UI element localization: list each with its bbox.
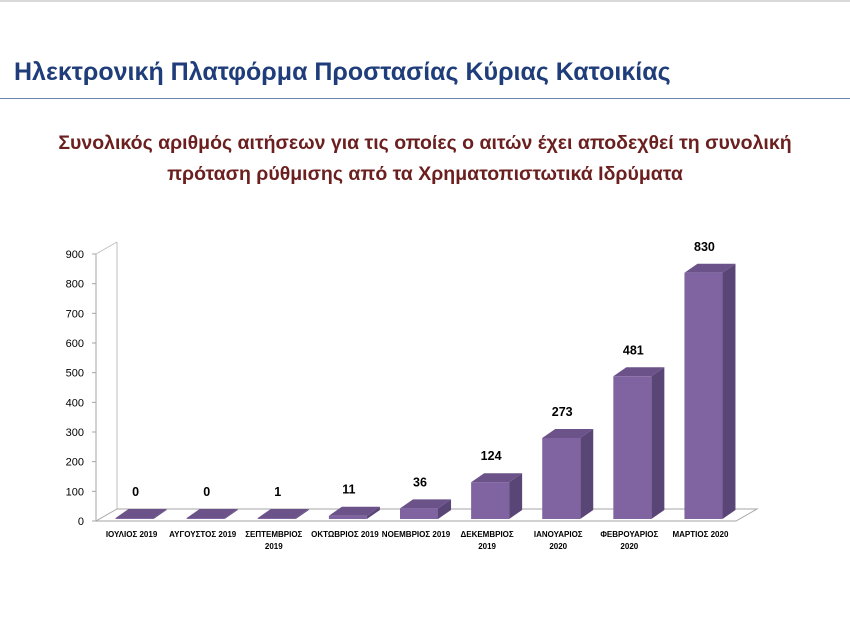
x-tick-label: ΙΑΝΟΥΑΡΙΟΣ	[534, 530, 583, 539]
bar-side	[366, 506, 380, 519]
y-tick-label: 400	[66, 397, 84, 409]
bar	[684, 272, 723, 519]
bar	[471, 482, 510, 519]
bar	[542, 438, 581, 519]
bar-top	[542, 429, 594, 439]
bar-top	[400, 499, 452, 509]
x-tick-label: 2020	[549, 542, 567, 551]
chart-title-line-2: πρόταση ρύθμισης από τα Χρηματοπιστωτικά…	[167, 163, 683, 185]
bar-side	[224, 509, 238, 519]
bar-top	[613, 367, 665, 377]
chart-title: Συνολικός αριθμός αιτήσεων για τις οποίε…	[0, 128, 850, 190]
x-tick-label: ΣΕΠΤΕΜΒΡΙΟΣ	[245, 530, 302, 539]
bar-top	[328, 506, 380, 516]
y-axis-top-edge	[95, 241, 118, 255]
bar-top	[684, 263, 736, 273]
data-label: 36	[413, 475, 427, 489]
bar-side	[580, 429, 594, 519]
y-tick-label: 0	[78, 516, 84, 528]
x-tick-label: ΔΕΚΕΜΒΡΙΟΣ	[460, 530, 513, 539]
top-border	[0, 0, 850, 2]
y-tick-label: 100	[66, 486, 84, 498]
title-divider	[0, 98, 850, 99]
data-label: 830	[694, 240, 715, 254]
x-tick-label: ΙΟΥΛΙΟΣ 2019	[106, 530, 158, 539]
bar-side	[295, 509, 309, 519]
bar-side	[722, 263, 736, 519]
x-tick-label: 2020	[620, 542, 638, 551]
chart-title-line-1: Συνολικός αριθμός αιτήσεων για τις οποίε…	[58, 132, 792, 154]
y-tick-label: 300	[66, 427, 84, 439]
bar-top	[115, 509, 167, 518]
y-tick-label: 800	[66, 279, 84, 291]
bar-top	[257, 509, 309, 518]
bar-top	[471, 473, 523, 483]
data-label: 11	[342, 483, 355, 497]
x-tick-label: ΦΕΒΡΟΥΑΡΙΟΣ	[600, 530, 658, 539]
bar-side	[438, 499, 452, 519]
y-tick-label: 700	[66, 308, 84, 320]
x-tick-label: 2019	[478, 542, 496, 551]
data-label: 0	[203, 485, 210, 499]
data-label: 273	[552, 405, 573, 419]
bar-side	[509, 473, 523, 519]
bar-side	[153, 509, 167, 519]
x-tick-label: ΝΟΕΜΒΡΙΟΣ 2019	[382, 530, 451, 539]
data-label: 481	[623, 343, 644, 357]
bar	[328, 515, 367, 519]
y-tick-label: 500	[66, 368, 84, 380]
x-tick-label: 2019	[265, 542, 283, 551]
bar	[257, 518, 296, 519]
bar	[186, 518, 225, 519]
bar-side	[651, 367, 665, 519]
data-label: 0	[132, 485, 139, 499]
bar	[400, 508, 438, 519]
bar-top	[186, 509, 238, 518]
data-label: 124	[481, 449, 502, 463]
y-tick-label: 200	[66, 457, 84, 469]
x-tick-label: ΟΚΤΩΒΡΙΟΣ 2019	[311, 530, 379, 539]
data-label: 1	[274, 485, 281, 499]
y-tick-label: 900	[66, 249, 84, 261]
x-tick-label: ΑΥΓΟΥΣΤΟΣ 2019	[169, 530, 237, 539]
bar	[613, 376, 652, 519]
x-tick-label: ΜΑΡΤΙΟΣ 2020	[672, 530, 728, 539]
bar	[115, 518, 154, 519]
y-tick-label: 600	[66, 338, 84, 350]
page-title: Ηλεκτρονική Πλατφόρμα Προστασίας Κύριας …	[14, 58, 671, 86]
